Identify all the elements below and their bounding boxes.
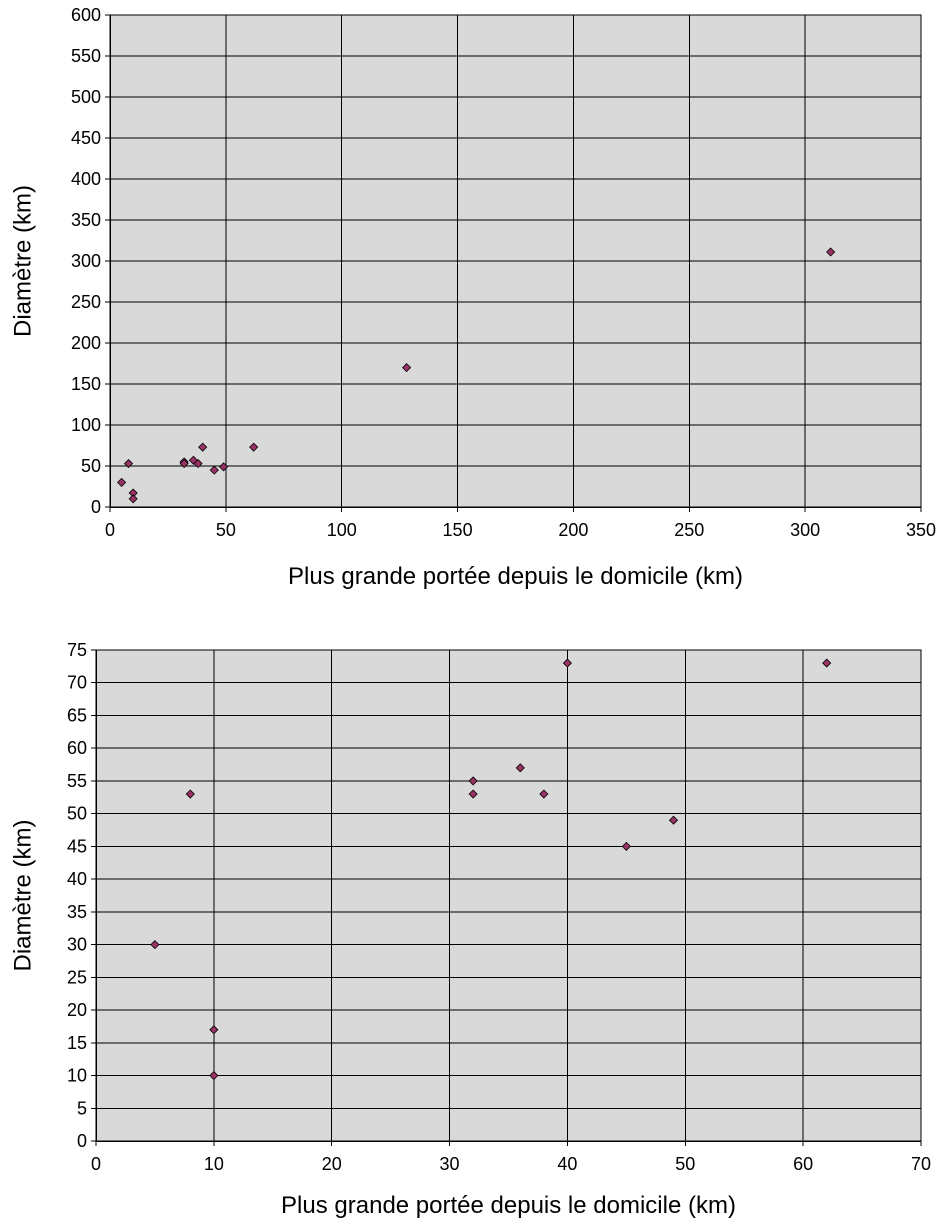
chart-0-y-tick-label: 150 [71, 374, 101, 394]
chart-1-y-tick-label: 0 [77, 1131, 87, 1151]
chart-0-data-point [193, 458, 203, 469]
chart-0-x-tick-label: 300 [790, 520, 820, 540]
chart-0-data-point [198, 442, 208, 452]
chart-1-x-tick-label: 50 [675, 1154, 695, 1174]
chart-1-y-tick-label: 10 [67, 1066, 87, 1086]
chart-0-x-tick-label: 100 [327, 520, 357, 540]
chart-1-data-point [468, 776, 478, 786]
chart-1-y-tick-label: 25 [67, 967, 87, 987]
chart-1-x-tick-label: 70 [911, 1154, 931, 1174]
chart-0-data-point [123, 458, 134, 469]
chart-1-x-tick-label: 0 [91, 1154, 101, 1174]
chart-1-data-point [515, 763, 525, 773]
chart-1-data-point [185, 789, 195, 799]
chart-0-data-point [218, 462, 229, 472]
chart-1-y-tick-label: 5 [77, 1098, 87, 1118]
chart-0-y-tick-label: 0 [91, 497, 101, 517]
chart-1-plot-area [95, 649, 922, 1142]
chart-0-data-point [209, 465, 219, 475]
chart-1-y-tick-label: 20 [67, 1000, 87, 1020]
chart-1-data-point [209, 1025, 219, 1035]
chart-0-data-point [179, 458, 189, 469]
chart-1-y-tick-label: 55 [67, 771, 87, 791]
chart-1-x-axis-title: Plus grande portée depuis le domicile (k… [281, 1192, 736, 1219]
chart-0-data-point [117, 477, 127, 487]
chart-0-y-tick-label: 300 [71, 251, 101, 271]
chart-0-y-tick-label: 100 [71, 415, 101, 435]
chart-1-x-tick-label: 10 [204, 1154, 224, 1174]
chart-range-overview: 0 50 100 150 200 250 300 350 400 450 500 550 600 0 50 1… [9, 5, 936, 590]
chart-0-x-tick-label: 250 [674, 520, 704, 540]
chart-1-x-tick-label: 40 [557, 1154, 577, 1174]
chart-1-data-point [668, 815, 679, 825]
chart-0-data-point [402, 363, 412, 373]
chart-1-data-point [468, 789, 478, 799]
chart-0-x-tick-label: 0 [105, 520, 115, 540]
chart-0-x-tick-label: 50 [216, 520, 236, 540]
chart-1-y-tick-label: 40 [67, 869, 87, 889]
chart-1-data-point [209, 1070, 219, 1081]
chart-1-data-point [822, 658, 832, 668]
chart-0-y-tick-label: 250 [71, 292, 101, 312]
chart-0-y-tick-label: 50 [81, 456, 101, 476]
chart-0-y-tick-label: 600 [71, 5, 101, 25]
chart-0-y-tick-label: 350 [71, 210, 101, 230]
chart-1-y-tick-label: 15 [67, 1033, 87, 1053]
chart-0-data-point [128, 494, 138, 504]
chart-1-data-point [621, 841, 631, 851]
chart-1-y-axis-title: Diamètre (km) [9, 819, 36, 971]
chart-1-y-tick-label: 45 [67, 836, 87, 856]
chart-1-y-tick-label: 60 [67, 738, 87, 758]
chart-1-y-tick-label: 50 [67, 804, 87, 824]
chart-1-y-tick-label: 30 [67, 935, 87, 955]
chart-0-x-tick-label: 150 [443, 520, 473, 540]
chart-0-y-tick-label: 500 [71, 87, 101, 107]
chart-0-data-point [249, 442, 259, 452]
chart-0-x-tick-label: 350 [906, 520, 936, 540]
chart-1-y-tick-label: 70 [67, 673, 87, 693]
chart-0-y-tick-label: 200 [71, 333, 101, 353]
chart-1-y-tick-label: 35 [67, 902, 87, 922]
chart-1-x-tick-label: 30 [440, 1154, 460, 1174]
chart-range-zoom: 0 5 10 15 20 25 30 35 40 45 50 55 60 65 70 75 0 10 20 30 40 5… [9, 640, 931, 1219]
chart-0-y-tick-label: 550 [71, 46, 101, 66]
chart-0-y-axis-title: Diamètre (km) [9, 185, 36, 337]
chart-0-x-axis-title: Plus grande portée depuis le domicile (k… [288, 563, 743, 590]
chart-0-y-tick-label: 450 [71, 128, 101, 148]
chart-1-y-tick-label: 75 [67, 640, 87, 660]
chart-1-data-point [562, 658, 572, 668]
chart-0-data-point [826, 247, 836, 257]
chart-1-y-tick-label: 65 [67, 705, 87, 725]
chart-1-x-tick-label: 20 [322, 1154, 342, 1174]
chart-1-data-point [150, 940, 160, 950]
chart-1-data-point [539, 789, 549, 799]
chart-0-y-tick-label: 400 [71, 169, 101, 189]
chart-0-x-tick-label: 200 [558, 520, 588, 540]
chart-1-x-tick-label: 60 [793, 1154, 813, 1174]
